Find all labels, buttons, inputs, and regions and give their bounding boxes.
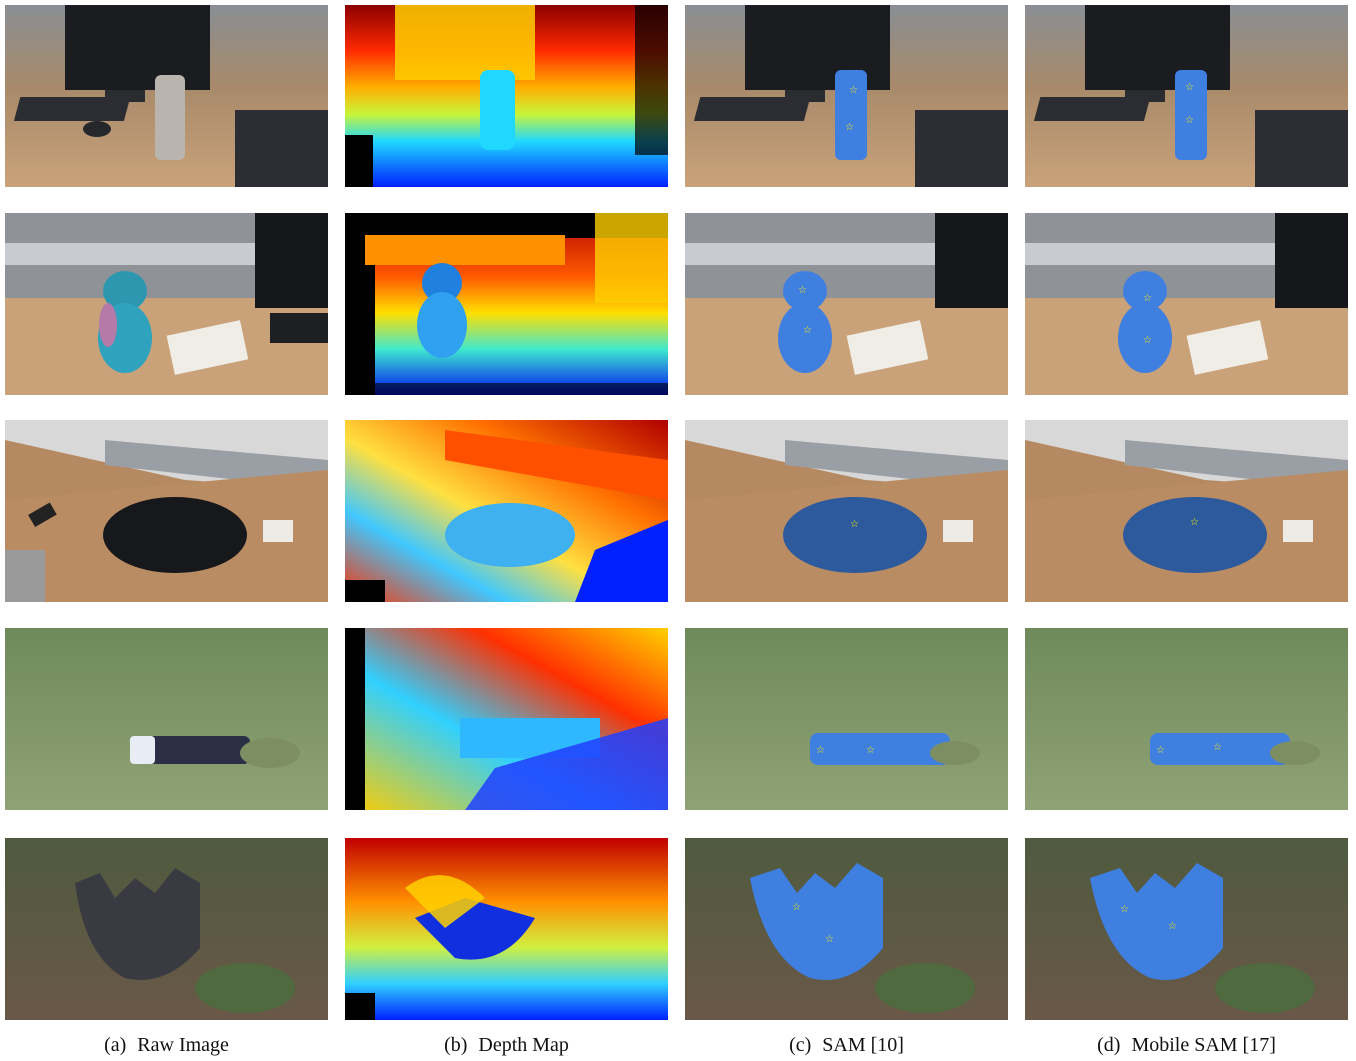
row5-depth-map: [345, 838, 668, 1020]
svg-text:☆: ☆: [1185, 82, 1194, 93]
svg-text:☆: ☆: [1213, 742, 1222, 753]
caption-raw-image: (a) Raw Image: [5, 1034, 328, 1057]
row4-raw-image: [5, 628, 328, 810]
row4-mobile-sam-result: ☆ ☆: [1025, 628, 1348, 810]
svg-text:☆: ☆: [792, 902, 801, 913]
row5-raw-image: [5, 838, 328, 1020]
row2-depth-map: [345, 213, 668, 395]
row1-mobile-sam-result: ☆ ☆: [1025, 5, 1348, 187]
svg-text:☆: ☆: [798, 285, 807, 296]
caption-label: SAM [10]: [822, 1034, 904, 1056]
row1-sam-result: ☆ ☆: [685, 5, 1008, 187]
row3-mobile-sam-result: ☆: [1025, 420, 1348, 602]
row2-mobile-sam-result: ☆ ☆: [1025, 213, 1348, 395]
caption-label: Mobile SAM [17]: [1131, 1034, 1276, 1056]
row3-sam-result: ☆: [685, 420, 1008, 602]
row5-sam-result: ☆ ☆: [685, 838, 1008, 1020]
caption-label: Depth Map: [478, 1034, 569, 1056]
svg-text:☆: ☆: [849, 85, 858, 96]
svg-text:☆: ☆: [866, 745, 875, 756]
caption-tag: (b): [444, 1034, 468, 1056]
svg-text:☆: ☆: [803, 325, 812, 336]
caption-tag: (c): [789, 1034, 812, 1056]
row2-sam-result: ☆ ☆: [685, 213, 1008, 395]
caption-tag: (d): [1097, 1034, 1121, 1056]
svg-text:☆: ☆: [1143, 335, 1152, 346]
svg-text:☆: ☆: [1168, 921, 1177, 932]
svg-text:☆: ☆: [1120, 904, 1129, 915]
row3-depth-map: [345, 420, 668, 602]
caption-label: Raw Image: [137, 1034, 229, 1056]
caption-sam: (c) SAM [10]: [685, 1034, 1008, 1057]
row3-raw-image: [5, 420, 328, 602]
row1-depth-map: [345, 5, 668, 187]
svg-text:☆: ☆: [825, 934, 834, 945]
svg-text:☆: ☆: [816, 745, 825, 756]
row4-sam-result: ☆ ☆: [685, 628, 1008, 810]
caption-mobile-sam: (d) Mobile SAM [17]: [1025, 1034, 1348, 1057]
row4-depth-map: [345, 628, 668, 810]
row2-raw-image: [5, 213, 328, 395]
svg-text:☆: ☆: [845, 122, 854, 133]
svg-text:☆: ☆: [1190, 517, 1199, 528]
caption-tag: (a): [104, 1034, 127, 1056]
svg-text:☆: ☆: [1156, 745, 1165, 756]
caption-depth-map: (b) Depth Map: [345, 1034, 668, 1057]
row1-raw-image: [5, 5, 328, 187]
svg-text:☆: ☆: [1185, 115, 1194, 126]
row5-mobile-sam-result: ☆ ☆: [1025, 838, 1348, 1020]
svg-text:☆: ☆: [1143, 293, 1152, 304]
svg-text:☆: ☆: [850, 519, 859, 530]
